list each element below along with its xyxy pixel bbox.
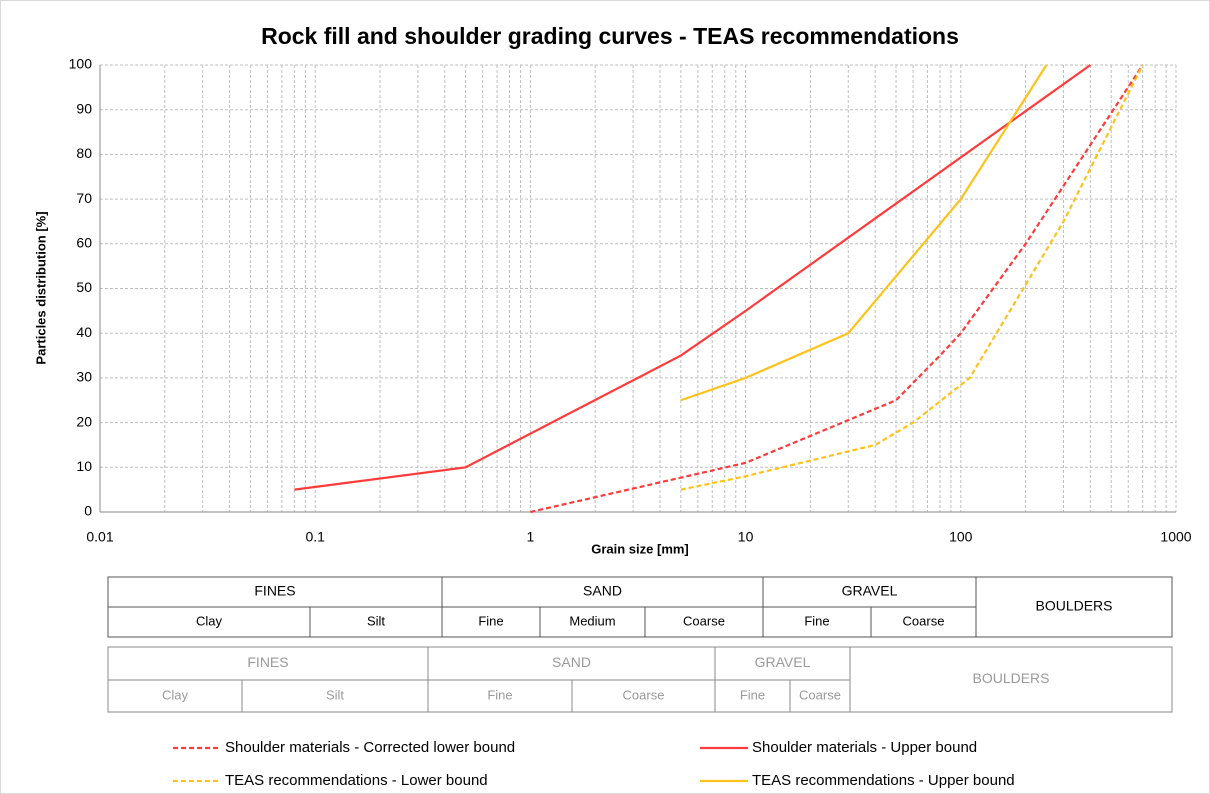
y-tick-label: 90 xyxy=(76,100,92,116)
x-axis-label: Grain size [mm] xyxy=(591,541,689,556)
y-tick-label: 100 xyxy=(69,56,93,72)
y-tick-label: 50 xyxy=(76,279,92,295)
chart-title: Rock fill and shoulder grading curves - … xyxy=(261,23,959,49)
y-axis-label: Particles distribution [%] xyxy=(33,211,48,364)
legend-label: Shoulder materials - Corrected lower bou… xyxy=(225,739,515,756)
line-series xyxy=(680,64,1048,402)
table-group: FINES xyxy=(254,583,295,599)
table-group: GRAVEL xyxy=(755,654,811,670)
table-cell xyxy=(870,606,977,638)
table-subgroup: Coarse xyxy=(683,613,725,628)
y-tick-label: 40 xyxy=(76,324,92,340)
x-tick-label: 10 xyxy=(738,529,754,545)
table-cell xyxy=(789,679,851,713)
table-subgroup: Coarse xyxy=(623,687,665,702)
table-subgroup: Coarse xyxy=(903,613,945,628)
table-subgroup: Fine xyxy=(740,687,765,702)
table-group: GRAVEL xyxy=(842,583,898,599)
table-subgroup: Clay xyxy=(196,613,223,628)
table-group: BOULDERS xyxy=(972,670,1049,686)
y-tick-label: 20 xyxy=(76,413,92,429)
table-group: SAND xyxy=(583,583,622,599)
table-subgroup: Silt xyxy=(326,687,344,702)
legend-label: TEAS recommendations - Lower bound xyxy=(225,772,488,789)
legend-label: TEAS recommendations - Upper bound xyxy=(752,772,1015,789)
line-series xyxy=(530,64,1144,514)
legend-label: Shoulder materials - Upper bound xyxy=(752,739,977,756)
table-group: BOULDERS xyxy=(1035,598,1112,614)
table-subgroup: Fine xyxy=(804,613,829,628)
table-group: SAND xyxy=(552,654,591,670)
table-subgroup: Fine xyxy=(487,687,512,702)
x-tick-label: 1 xyxy=(527,529,535,545)
y-tick-label: 80 xyxy=(76,145,92,161)
table-subgroup: Silt xyxy=(367,613,385,628)
y-tick-label: 70 xyxy=(76,190,92,206)
x-tick-label: 1000 xyxy=(1160,529,1191,545)
y-tick-label: 60 xyxy=(76,235,92,251)
x-tick-label: 100 xyxy=(949,529,973,545)
x-tick-label: 0.1 xyxy=(305,529,325,545)
y-tick-label: 30 xyxy=(76,369,92,385)
y-tick-label: 10 xyxy=(76,458,92,474)
table-subgroup: Coarse xyxy=(799,687,841,702)
table-subgroup: Medium xyxy=(569,613,615,628)
line-series xyxy=(294,64,1091,491)
table-subgroup: Fine xyxy=(478,613,503,628)
table-subgroup: Clay xyxy=(162,687,189,702)
table-group: FINES xyxy=(247,654,288,670)
line-series xyxy=(680,64,1144,491)
y-tick-label: 0 xyxy=(84,503,92,519)
x-tick-label: 0.01 xyxy=(86,529,113,545)
